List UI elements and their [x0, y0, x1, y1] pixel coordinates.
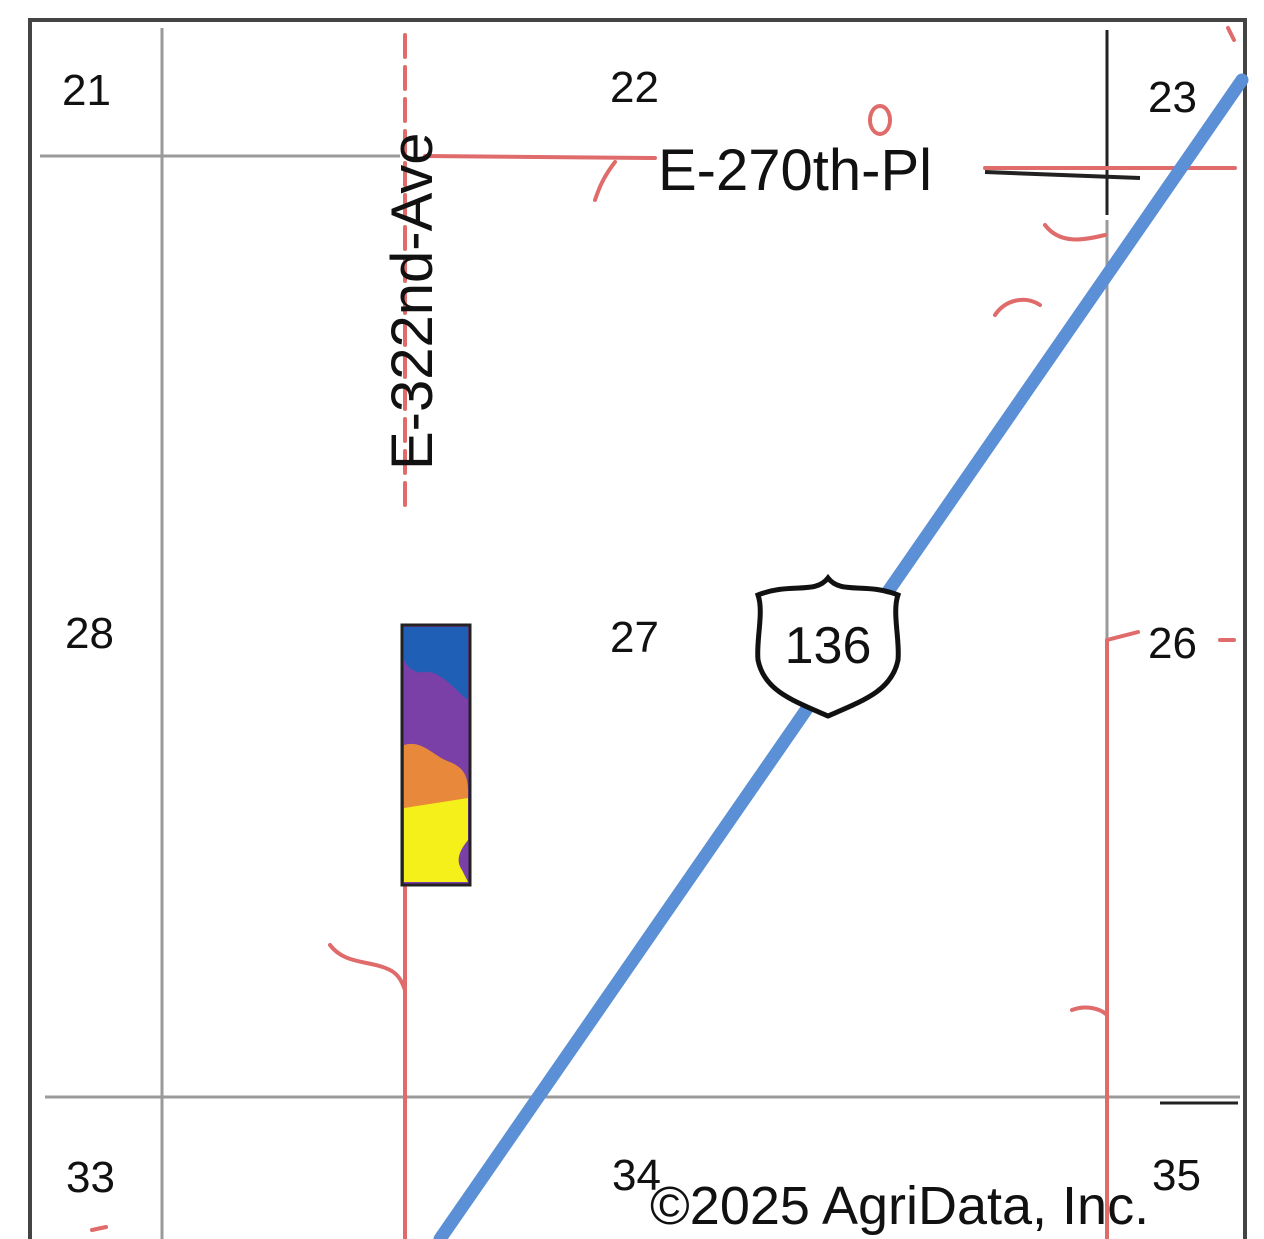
soil-zone-blue	[404, 627, 468, 700]
section-number-26: 26	[1148, 619, 1197, 668]
section-number-22: 22	[610, 63, 659, 112]
soil-zone-orange	[404, 743, 468, 808]
us-route-shield-icon: 136	[754, 573, 902, 719]
road-spur-north-3	[993, 297, 1042, 317]
shield-number: 136	[785, 617, 872, 675]
section-number-21: 21	[62, 66, 111, 115]
road-corner-stub	[90, 1225, 108, 1232]
map-frame	[28, 18, 1247, 1239]
copyright-text: ©2025 AgriData, Inc.	[650, 1176, 1149, 1236]
section-number-34: 34	[612, 1151, 661, 1200]
road-spur-north-1	[593, 160, 617, 202]
road-e270th-pl-west	[423, 154, 657, 160]
road-east-branch	[1070, 1005, 1109, 1017]
section-number-27: 27	[610, 613, 659, 662]
road-east-stub	[1105, 630, 1140, 642]
road-ne-corner-stub	[1226, 26, 1236, 42]
section-number-33: 33	[66, 1153, 115, 1202]
road-loop	[868, 104, 892, 136]
road-branch-sw	[328, 943, 407, 992]
section-number-35: 35	[1152, 1151, 1201, 1200]
road-spur-north-2	[1043, 223, 1107, 242]
road-label-e322nd-ave: E-322nd-Ave	[380, 133, 445, 471]
field-border	[400, 623, 472, 887]
section-number-28: 28	[65, 609, 114, 658]
local-roads	[90, 26, 1237, 1239]
soil-field	[400, 623, 472, 887]
road-label-e270th-pl: E-270th-Pl	[658, 138, 932, 203]
section-line-dark-top	[984, 170, 1141, 180]
soil-zone-yellow	[404, 798, 468, 882]
section-number-23: 23	[1148, 73, 1197, 122]
